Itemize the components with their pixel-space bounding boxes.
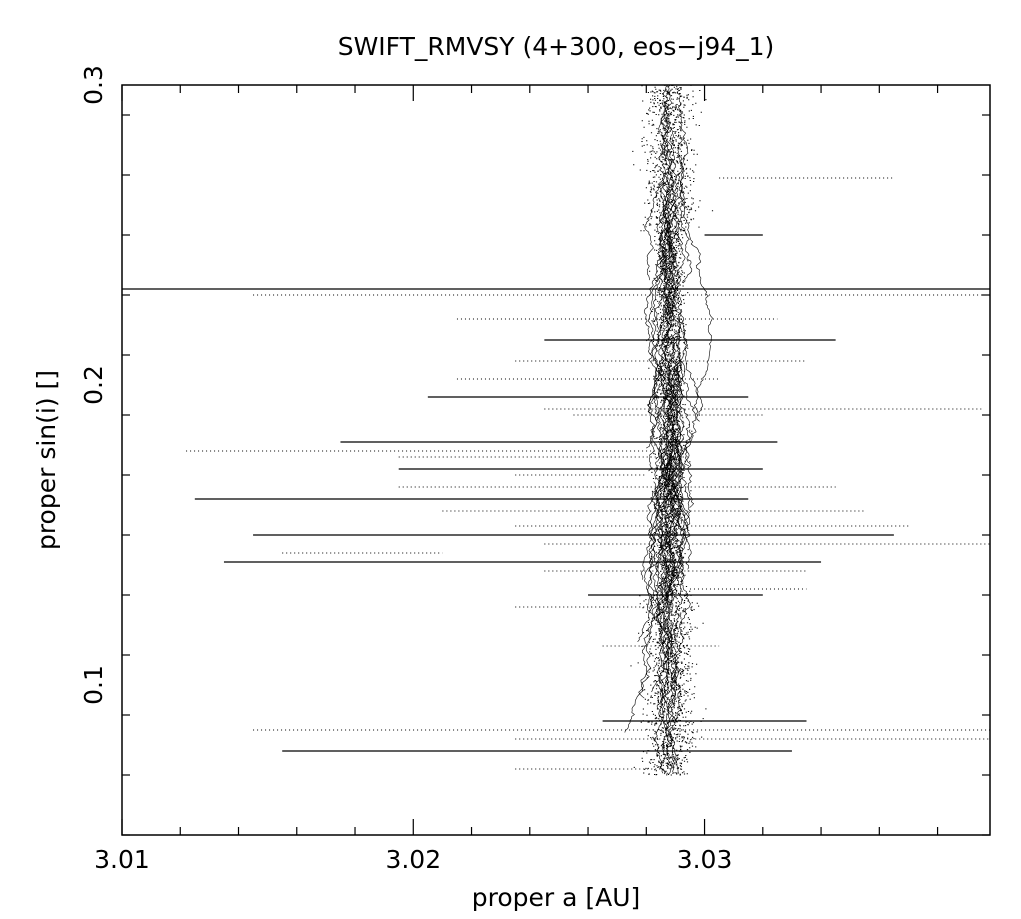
cluster-track [664,491,691,756]
plot-points [122,84,990,776]
axis-ticks [121,85,990,836]
cluster-track [674,364,684,477]
x-tick-labels: 3.01 3.02 3.03 [94,845,732,874]
x-tick-label: 3.02 [385,845,441,874]
cluster-track [678,507,691,578]
cluster-track [655,462,677,651]
y-tick-labels: 0.1 0.2 0.3 [79,65,108,705]
y-tick-label: 0.2 [79,365,108,405]
cluster-track [640,481,657,580]
cluster-track [648,547,656,616]
x-tick-label: 3.01 [94,845,150,874]
y-tick-label: 0.3 [79,65,108,105]
cluster-track [677,156,693,284]
y-tick-label: 0.1 [79,665,108,705]
cluster-track [656,445,676,710]
cluster-track [662,308,687,583]
cluster-track [647,235,667,414]
cluster-dots [630,84,714,776]
cluster-track [664,538,679,705]
cluster-track [650,331,676,542]
cluster-track [637,479,669,642]
y-axis-label: proper sin(i) [] [32,370,61,550]
cluster-track [677,297,700,422]
cluster-track [659,195,697,467]
cluster-track [643,452,663,609]
cluster-track [684,429,695,508]
x-axis-label: proper a [AU] [472,883,641,912]
chart-title: SWIFT_RMVSY (4+300, eos−j94_1) [338,32,775,61]
cluster-track [658,235,673,328]
x-tick-label: 3.03 [677,845,733,874]
plot-frame [121,84,991,836]
cluster-track [665,627,678,774]
